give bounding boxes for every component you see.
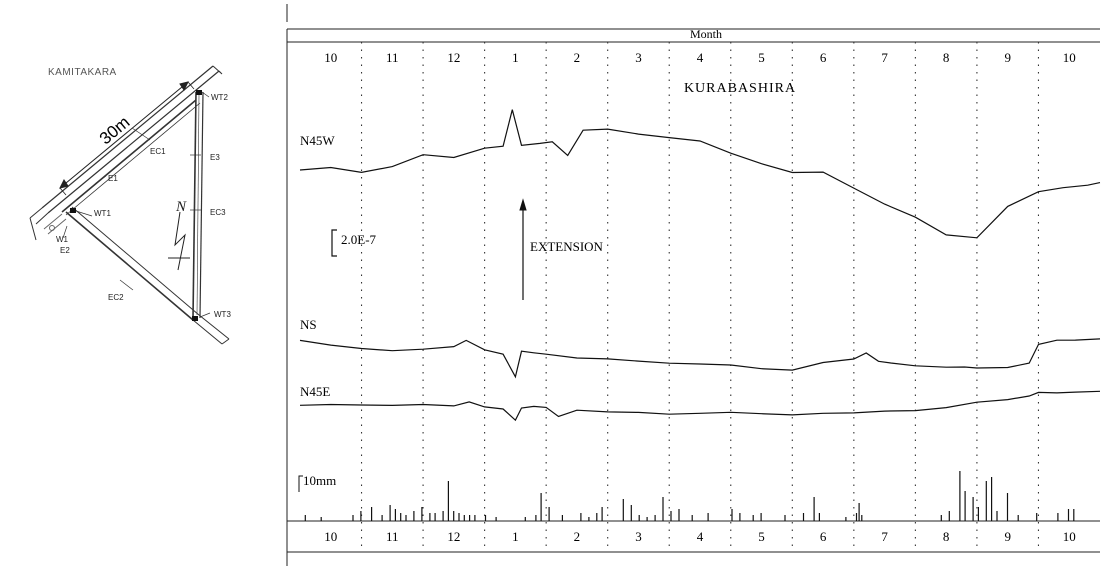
top-month-labels: 10 11 12 1 2 3 4 5 6 7 8 9 10 — [324, 50, 1075, 65]
bottom-month-label: 5 — [758, 529, 765, 544]
label-e3: E3 — [210, 153, 220, 162]
north-arrow-icon — [168, 211, 190, 271]
series-line-n45w — [299, 109, 1101, 239]
diagram-labels: WT2 EC1 E3 E1 EC3 WT1 W1 E2 EC2 WT3 — [56, 93, 231, 319]
extension-label: EXTENSION — [530, 239, 604, 254]
strain-scale-bar — [331, 229, 337, 257]
station-markers — [70, 90, 202, 321]
label-ec3: EC3 — [210, 208, 226, 217]
series-line-ns — [299, 338, 1101, 379]
bottom-month-label: 1 — [512, 529, 519, 544]
top-month-label: 5 — [758, 50, 765, 65]
top-month-label: 4 — [697, 50, 704, 65]
top-month-label: 7 — [881, 50, 888, 65]
top-month-label: 8 — [943, 50, 950, 65]
bottom-month-label: 10 — [324, 529, 337, 544]
series-line-n45e — [299, 390, 1101, 422]
top-month-label: 3 — [635, 50, 642, 65]
month-gridlines — [360, 42, 1040, 552]
ec2-bar — [65, 206, 230, 345]
strain-chart: Month KURABASHIRA 10 11 12 1 2 3 4 5 6 7 8 9 10 10 11… — [286, 4, 1101, 566]
dimension-line — [59, 81, 195, 196]
series-label-n45w: N45W — [300, 133, 335, 148]
bottom-month-label: 4 — [697, 529, 704, 544]
top-month-label: 2 — [574, 50, 581, 65]
top-month-label: 6 — [820, 50, 827, 65]
label-e2: E2 — [60, 246, 70, 255]
bottom-month-label: 8 — [943, 529, 950, 544]
top-month-label: 10 — [1063, 50, 1076, 65]
top-month-label: 12 — [447, 50, 460, 65]
extension-arrow-icon — [519, 198, 527, 300]
north-label: N — [175, 199, 187, 215]
label-w1: W1 — [56, 235, 69, 244]
bottom-month-label: 2 — [574, 529, 581, 544]
station-label: KURABASHIRA — [684, 81, 796, 96]
bottom-month-label: 10 — [1063, 529, 1076, 544]
series-label-n45e: N45E — [300, 384, 330, 399]
rainfall-bars — [304, 471, 1075, 521]
site-diagram: KAMITAKARA 30m — [29, 65, 231, 345]
label-wt2: WT2 — [211, 93, 228, 102]
top-month-label: 11 — [386, 50, 399, 65]
strain-series: N45W NS N45E — [299, 109, 1101, 422]
label-ec2: EC2 — [108, 293, 124, 302]
wt3-marker — [192, 316, 198, 321]
rainfall-scale-bar — [298, 475, 303, 492]
leader-lines — [62, 91, 211, 318]
top-month-label: 10 — [324, 50, 337, 65]
top-month-label: 1 — [512, 50, 519, 65]
label-ec1: EC1 — [150, 147, 166, 156]
top-month-label: 9 — [1004, 50, 1011, 65]
site-name: KAMITAKARA — [48, 67, 117, 78]
ec3-bar — [192, 91, 204, 319]
bottom-month-label: 3 — [635, 529, 642, 544]
w1-box — [43, 213, 67, 235]
scale-bar-label: 2.0E-7 — [341, 232, 377, 247]
label-e1: E1 — [108, 174, 118, 183]
bottom-month-label: 7 — [881, 529, 888, 544]
label-wt1: WT1 — [94, 209, 111, 218]
bottom-month-labels: 10 11 12 1 2 3 4 5 6 7 8 9 10 — [324, 529, 1075, 544]
bottom-month-label: 11 — [386, 529, 399, 544]
bottom-month-label: 12 — [447, 529, 460, 544]
label-wt3: WT3 — [214, 310, 231, 319]
wt1-marker — [70, 208, 76, 213]
bottom-month-label: 6 — [820, 529, 827, 544]
bottom-month-label: 9 — [1004, 529, 1011, 544]
ec1-bar — [29, 65, 223, 241]
top-axis-title: Month — [690, 27, 722, 41]
wt2-marker — [196, 90, 202, 95]
rainfall-scale-label: 10mm — [303, 473, 336, 488]
series-label-ns: NS — [300, 317, 317, 332]
